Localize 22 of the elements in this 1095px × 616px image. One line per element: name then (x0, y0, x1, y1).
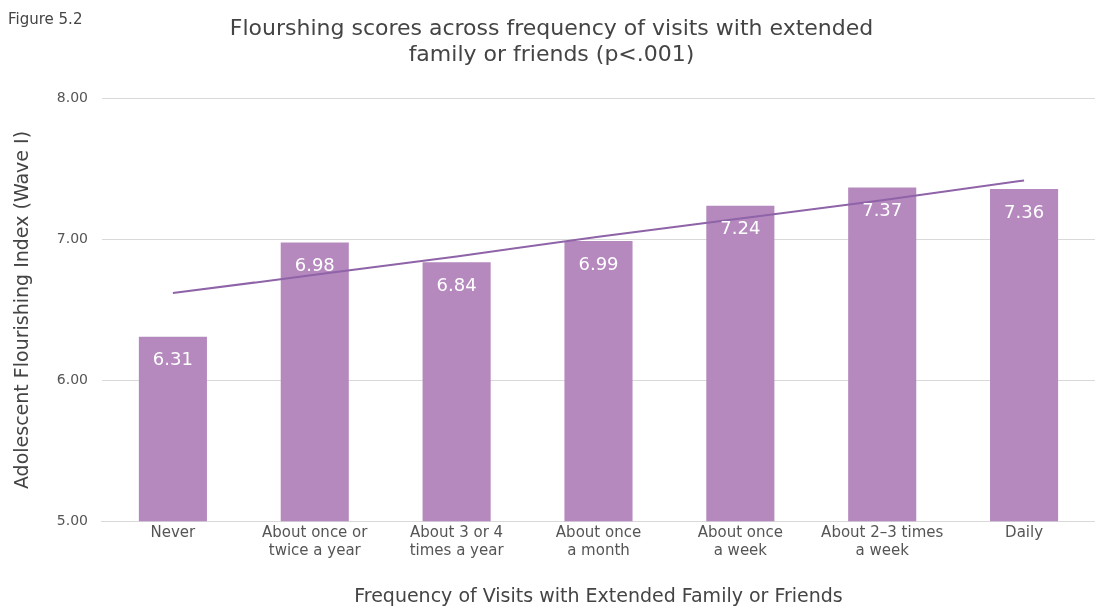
x-tick-label: About once or twice a year (262, 523, 369, 560)
chart-title: Flourshing scores across frequency of visits with extended family or friends (p<.001) (229, 14, 874, 67)
y-axis-title: Adolescent Flourishing Index (Wave I) (10, 130, 33, 490)
x-tick-label: About once a week (697, 523, 783, 560)
data-label: 7.36 (1004, 200, 1045, 222)
y-tick-label: 8.00 (56, 89, 88, 106)
y-tick-label: 5.00 (56, 511, 88, 528)
x-tick-label: About 3 or 4 times a year (409, 523, 505, 560)
x-tick-label: Never (150, 523, 197, 542)
data-label: 7.24 (720, 217, 761, 239)
y-tick-label: 7.00 (56, 230, 88, 247)
y-tick-label: 6.00 (56, 371, 88, 388)
x-tick-label: About 2–3 times a week (821, 523, 944, 560)
data-label: 7.37 (862, 199, 903, 221)
data-label: 6.98 (294, 254, 335, 276)
data-label: 6.99 (578, 252, 619, 274)
x-axis-title: Frequency of Visits with Extended Family or Friends (354, 583, 843, 606)
x-tick-label: About once a month (555, 523, 642, 560)
caption: Figure 5.2 (8, 10, 83, 28)
data-label: 6.84 (436, 273, 477, 295)
data-label: 6.31 (152, 348, 193, 370)
x-tick-label: Daily (1005, 523, 1044, 542)
